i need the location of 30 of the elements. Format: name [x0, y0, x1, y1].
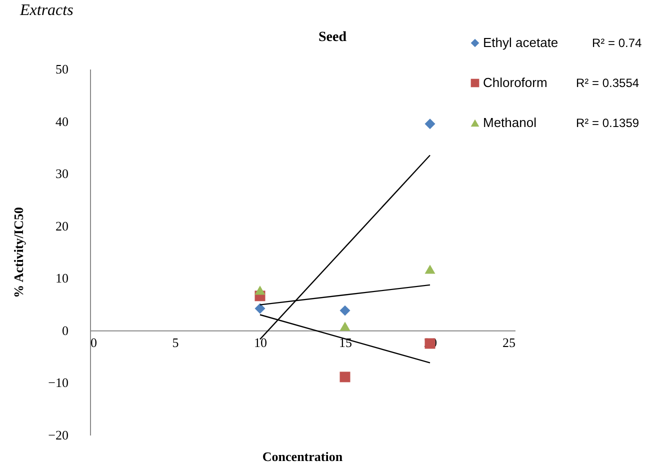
point: [424, 264, 436, 274]
legend-label: Ethyl acetate: [483, 35, 558, 50]
point: [424, 118, 436, 130]
x-tick-label: 0: [90, 334, 97, 350]
y-tick-label: 30: [56, 166, 68, 182]
y-tick-label: −20: [48, 428, 68, 442]
x-tick-label: 10: [254, 334, 267, 350]
x-tick-label: 5: [172, 334, 179, 350]
point: [340, 305, 350, 316]
text: R² = 0.1359: [576, 116, 640, 130]
x-tick-label: 25: [502, 334, 516, 350]
y-tick-label: 10: [56, 270, 68, 286]
text: R² = 0.74: [592, 36, 642, 50]
legend-label: Chloroform: [483, 75, 548, 90]
x-axis-title: Concentration: [262, 449, 344, 464]
legend-label: Methanol: [483, 115, 537, 130]
y-axis-title: % Activity/IC50: [11, 207, 26, 298]
text: R² = 0.3554: [576, 76, 640, 90]
point: [254, 286, 266, 295]
y-tick-label: 40: [56, 114, 68, 129]
y-tick-label: 0: [62, 322, 68, 338]
chart-title: Seed: [318, 30, 347, 45]
text: Extracts: [19, 2, 74, 19]
y-tick-label: 50: [56, 62, 68, 76]
point: [340, 372, 350, 382]
point: [254, 303, 266, 314]
point: [340, 322, 350, 331]
y-tick-label: 20: [56, 218, 68, 234]
x-tick-label: 15: [339, 334, 352, 350]
y-tick-label: −10: [48, 375, 68, 390]
